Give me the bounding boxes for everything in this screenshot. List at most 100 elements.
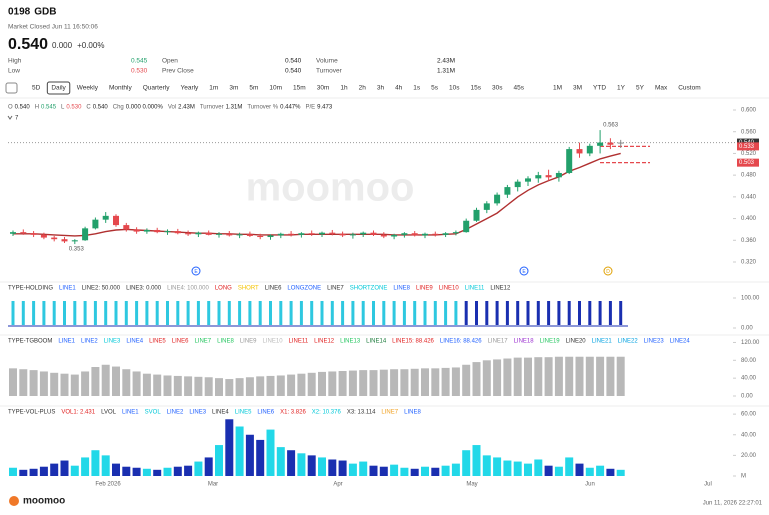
candle-body <box>535 175 542 179</box>
volume-bar <box>60 460 69 476</box>
x-tick-label: Apr <box>333 482 342 488</box>
price-tag <box>737 142 759 151</box>
info-value: 0.545 <box>41 105 57 111</box>
timeframe-tab[interactable]: 3h <box>377 85 385 92</box>
y-tick-label: 40.00 <box>741 376 757 382</box>
timeframe-tab[interactable]: 45s <box>514 85 525 92</box>
event-marker[interactable] <box>519 266 529 276</box>
timeframe-tab[interactable]: 15m <box>293 85 306 92</box>
price-tag <box>737 158 759 167</box>
timeframe-tab[interactable]: Daily <box>51 85 66 92</box>
timeframe-tab[interactable]: 4h <box>395 85 403 92</box>
y-tick-label: 0.00 <box>741 326 753 332</box>
indicator-bar <box>565 356 574 396</box>
panel-title: TYPE-TGBOOM <box>8 339 52 345</box>
indicator-bar <box>451 367 460 396</box>
legend-item: LINE18 <box>514 339 535 345</box>
holding-stripe <box>330 301 334 325</box>
timeframe-tab[interactable]: 1s <box>413 85 421 92</box>
holding-stripe <box>516 301 520 325</box>
timeframe-tab[interactable]: 30m <box>317 85 330 92</box>
legend-item: LINE15: 88.426 <box>392 339 434 345</box>
indicator-bar <box>462 364 471 396</box>
legend-item: LINE11 <box>289 339 309 345</box>
holding-stripe <box>341 301 345 325</box>
volume-bar <box>544 465 553 476</box>
timeframe-tab[interactable]: 5D <box>32 85 41 92</box>
holding-stripe <box>83 301 87 325</box>
indicator-bar <box>575 356 584 396</box>
indicator-bar <box>421 368 429 396</box>
indicator-bar <box>307 372 316 396</box>
timeframe-tab[interactable]: 5s <box>431 85 439 92</box>
indicator-bar <box>194 376 203 396</box>
timeframe-tab[interactable]: Monthly <box>109 85 133 92</box>
volume-bar <box>606 468 615 476</box>
symbol: 0198 <box>8 7 31 18</box>
timeframe-tab[interactable]: 10m <box>269 85 282 92</box>
settings-icon[interactable] <box>5 82 18 94</box>
candle-body <box>514 181 521 188</box>
volume-bar <box>256 439 265 476</box>
holding-stripe <box>557 301 561 325</box>
name: GDB <box>34 7 56 18</box>
volume-bar <box>101 455 110 476</box>
indicator-bar <box>596 356 605 396</box>
timeframe-tab[interactable]: 3M <box>573 85 582 92</box>
timeframe-tab[interactable]: Quarterly <box>143 85 170 92</box>
indicator-bar <box>493 359 502 396</box>
holding-stripe <box>73 301 77 325</box>
timeframe-tab[interactable]: Weekly <box>77 85 99 92</box>
timeframe-tab[interactable]: Max <box>655 85 668 92</box>
candle-body <box>576 149 583 154</box>
selected-tab[interactable] <box>46 81 71 95</box>
timeframe-tab[interactable]: 30s <box>492 85 503 92</box>
timeframe-tab[interactable]: 15s <box>471 85 482 92</box>
timeframe-tab[interactable]: Yearly <box>180 85 199 92</box>
candle-body <box>133 229 140 232</box>
indicator-bar <box>215 378 223 396</box>
legend-item: LINE10 <box>439 286 460 292</box>
legend-item: LINE8 <box>217 339 234 345</box>
candle-body <box>473 209 480 221</box>
timeframe-tab[interactable]: 10s <box>449 85 460 92</box>
volume-bar <box>132 467 141 476</box>
holding-stripe <box>258 301 262 325</box>
holding-stripe <box>608 301 612 325</box>
timeframe-tab[interactable]: YTD <box>593 85 606 92</box>
legend-item: LINE5 <box>149 339 166 345</box>
timeframe-tab[interactable]: 3m <box>229 85 238 92</box>
holding-stripe <box>505 301 509 325</box>
volume-bar <box>431 467 440 476</box>
timeframe-tab[interactable]: 1h <box>340 85 348 92</box>
timeframe-tab[interactable]: 2h <box>359 85 367 92</box>
event-marker[interactable] <box>191 266 201 276</box>
timeframe-tab[interactable]: 1m <box>209 85 218 92</box>
candle-body <box>164 231 171 233</box>
timeframe-tab[interactable]: Custom <box>678 85 700 92</box>
volume-bar <box>554 466 563 476</box>
candle-body <box>113 215 119 226</box>
volume-bar <box>307 455 316 476</box>
volume-bar <box>482 455 491 476</box>
timeframe-tab[interactable]: 1M <box>553 85 562 92</box>
legend-item: LINE3 <box>189 410 206 416</box>
timeframe-tab[interactable]: 1Y <box>617 85 626 92</box>
timeframe-tab[interactable]: 5m <box>249 85 258 92</box>
logo-icon <box>9 496 19 506</box>
legend-item: LINE1 <box>58 339 75 345</box>
timeframe-tab[interactable]: 5Y <box>636 85 645 92</box>
y-tick-label: 0.440 <box>741 194 757 200</box>
candle-body <box>226 233 233 236</box>
volume-bar <box>441 465 450 476</box>
collapse-icon[interactable] <box>7 115 13 120</box>
volume-bar <box>585 467 594 476</box>
candle-body <box>143 229 150 232</box>
candle-body <box>617 142 624 144</box>
holding-stripe <box>114 301 118 325</box>
legend-item: SHORT <box>238 286 259 292</box>
event-marker[interactable] <box>603 266 613 276</box>
indicator-bar <box>50 372 59 396</box>
legend-item: LONGZONE <box>287 286 321 292</box>
